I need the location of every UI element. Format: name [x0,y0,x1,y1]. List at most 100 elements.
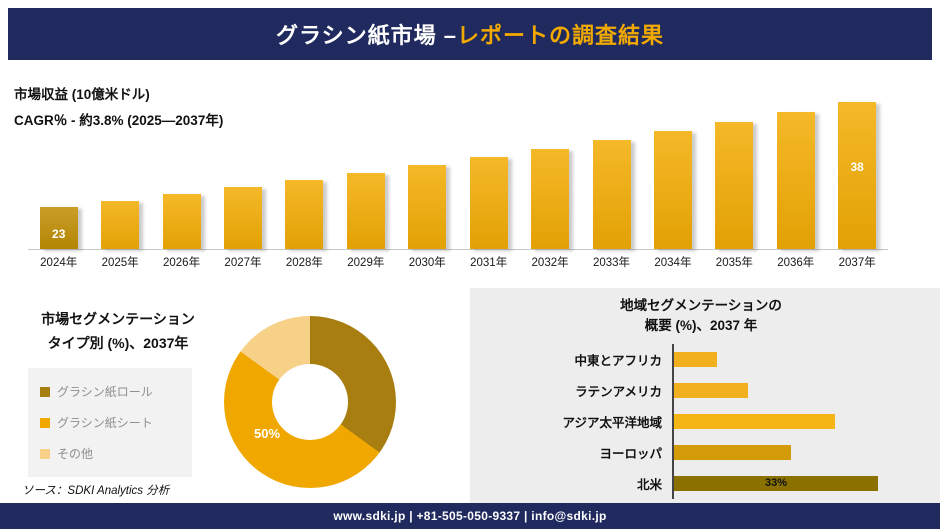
regional-title-line1: 地域セグメンテーションの [620,298,782,313]
contact-info: www.sdki.jp | +81-505-050-9337 | info@sd… [333,509,607,523]
regional-category-label: アジア太平洋地域 [562,415,662,430]
regional-category-label: ラテンアメリカ [575,384,662,399]
revenue-bar [531,149,570,249]
revenue-x-labels: 2024年 2025年 2026年 2027年 2028年 2029年 2030年 2031年… [28,250,888,274]
revenue-bar [346,173,385,249]
revenue-metric-label: 市場収益 (10億米ドル) [14,87,150,102]
legend-label: グラシン紙ロール [57,385,153,399]
type-donut-chart [224,316,396,488]
type-legend: グラシン紙ロール グラシン紙シート その他 [28,368,192,477]
report-header: グラシン紙市場 –レポートの調査結果 [8,8,932,60]
revenue-bar: 38 [838,102,877,249]
revenue-bar-column [151,94,212,249]
x-axis-label: 2036年 [777,257,815,269]
revenue-bar [592,140,631,249]
x-axis-label: 2037年 [838,257,876,269]
legend-item: グラシン紙ロール [40,383,180,400]
type-segmentation-panel: 市場セグメンテーション タイプ別 (%)、2037年 グラシン紙ロール グラシン紙… [0,288,470,503]
revenue-chart-heading: 市場収益 (10億米ドル) CAGR％ - 約3.8% (2025―2037年) [14,82,223,133]
revenue-bar-chart: 23 38 2024年 2025年 2026年 2027年 2028年 2029年 2030年… [28,94,888,274]
revenue-chart-section: 市場収益 (10億米ドル) CAGR％ - 約3.8% (2025―2037年)… [0,60,940,288]
regional-value-label: 33% [764,477,788,489]
revenue-bar [776,112,815,249]
revenue-bar [715,122,754,249]
x-axis-label: 2030年 [408,257,446,269]
revenue-bar-column [458,94,519,249]
revenue-bar [285,180,324,249]
bar-value-label: 23 [52,227,66,241]
page-title-accent: レポートの調査結果 [456,23,664,48]
regional-bar-chart: 中東とアフリカ ラテンアメリカアジア太平洋地域ヨーロッパ北米 33% [480,343,922,499]
revenue-cagr-label: CAGR％ - 約3.8% (2025―2037年) [14,112,224,128]
regional-bar [674,382,748,398]
regional-category-label: ヨーロッパ [599,446,662,461]
revenue-bar-column [765,94,826,249]
revenue-bar [223,187,262,249]
revenue-bar [162,194,201,249]
donut-percentage-label: 50% [254,426,281,441]
revenue-bar: 23 [39,207,78,249]
revenue-bar [469,157,508,249]
revenue-bar-column [581,94,642,249]
x-axis-label: 2024年 [40,257,78,269]
revenue-bar-column [274,94,335,249]
revenue-bar-column [335,94,396,249]
regional-bars: 33% [672,343,922,499]
regional-bar-row [674,437,922,468]
legend-label: グラシン紙シート [57,416,153,430]
contact-footer: www.sdki.jp | +81-505-050-9337 | info@sd… [0,503,940,529]
legend-swatch [40,448,50,459]
type-segmentation-title: 市場セグメンテーション タイプ別 (%)、2037年 [12,308,224,356]
x-axis-label: 2025年 [101,257,139,269]
revenue-bar [101,201,140,249]
revenue-bar-column [519,94,580,249]
x-axis-label: 2029年 [347,257,385,269]
x-axis-label: 2027年 [224,257,262,269]
regional-category-label: 北米 [636,477,662,492]
revenue-bar-column [704,94,765,249]
revenue-bar-column [642,94,703,249]
revenue-bar-column [212,94,273,249]
regional-bar: 33% [674,475,878,491]
source-note: ソース：SDKI Analytics 分析 [22,485,170,497]
regional-bar-row: 33% [674,468,922,499]
legend-swatch [40,417,50,428]
regional-bar-row [674,344,922,375]
legend-label: その他 [57,447,94,461]
revenue-bar-column [89,94,150,249]
revenue-bar-plot: 23 38 [28,94,888,250]
revenue-bar [653,131,692,249]
regional-labels: 中東とアフリカ ラテンアメリカアジア太平洋地域ヨーロッパ北米 [480,344,672,499]
regional-bar-row [674,375,922,406]
type-donut-wrap: 50% [224,316,396,488]
revenue-bar [408,165,447,249]
bottom-section: 市場セグメンテーション タイプ別 (%)、2037年 グラシン紙ロール グラシン紙… [0,288,940,503]
x-axis-label: 2028年 [285,257,323,269]
regional-title-line2: 概要 (%)、2037 年 [644,318,758,334]
regional-bar-row [674,406,922,437]
regional-category-label: 中東とアフリカ [574,353,662,368]
x-axis-label: 2035年 [715,257,753,269]
page-title-main: グラシン紙市場 – [276,23,457,48]
legend-swatch [40,386,50,397]
legend-item: その他 [40,445,180,462]
type-segmentation-title-line1: 市場セグメンテーション [41,311,195,327]
x-axis-label: 2026年 [163,257,201,269]
x-axis-label: 2034年 [654,257,692,269]
legend-item: グラシン紙シート [40,414,180,431]
x-axis-label: 2033年 [592,257,631,269]
regional-bar [674,413,835,429]
revenue-bar-column: 38 [826,94,887,249]
regional-bar [674,351,717,367]
x-axis-label: 2032年 [531,257,569,269]
revenue-bar-column [397,94,458,249]
page-title: グラシン紙市場 –レポートの調査結果 [276,18,664,50]
regional-segmentation-panel: 地域セグメンテーションの 概要 (%)、2037 年 中東とアフリカ ラテンアメリ… [470,288,940,503]
type-segmentation-title-line2: タイプ別 (%)、2037年 [47,334,189,351]
regional-bar [674,444,791,460]
revenue-bar-column: 23 [28,94,89,249]
regional-title: 地域セグメンテーションの 概要 (%)、2037 年 [480,296,922,337]
bar-value-label: 38 [850,160,864,174]
x-axis-label: 2031年 [470,257,508,269]
